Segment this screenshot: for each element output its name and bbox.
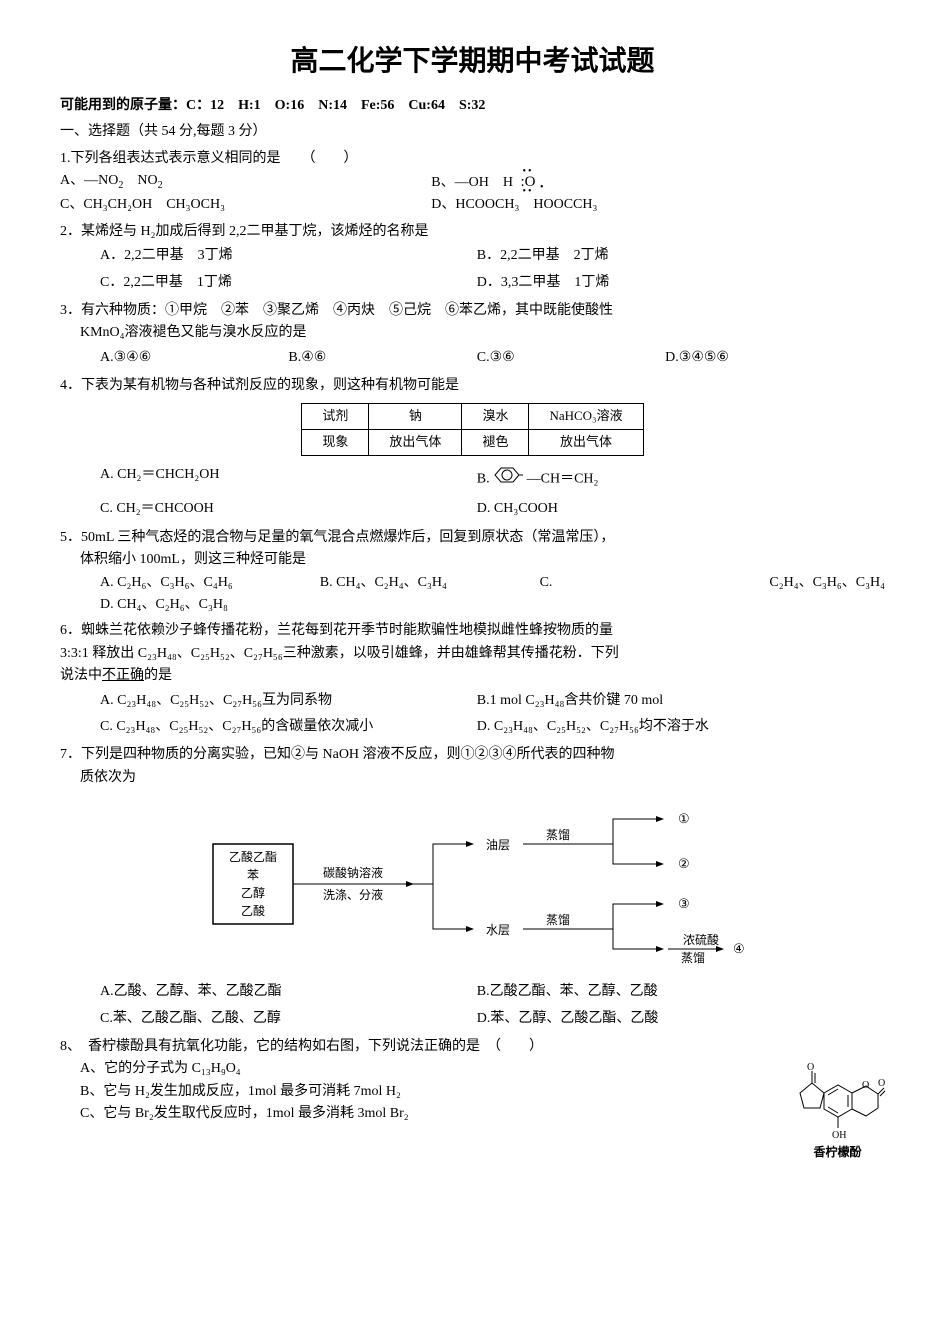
q3-opt-b: B.④⑥: [288, 347, 476, 369]
question-7: 7．下列是四种物质的分离实验，已知②与 NaOH 溶液不反应，则①②③④所代表的…: [60, 744, 885, 1032]
svg-text:O: O: [807, 1062, 814, 1073]
q4-table: 试剂 钠 溴水 NaHCO₃溶液 现象 放出气体 褪色 放出气体: [301, 403, 643, 456]
q8-opt-c: C、它与 Br₂发生取代反应时，1mol 最多消耗 3mol Br₂: [60, 1103, 885, 1125]
svg-text:洗涤、分液: 洗涤、分液: [322, 887, 382, 902]
q3-opt-a: A.③④⑥: [100, 347, 288, 369]
q6-stem3: 说法中不正确的是: [60, 665, 885, 687]
q1-opt-d: D、HCOOCH₃ HOOCCH₃: [431, 194, 597, 216]
svg-text:蒸馏: 蒸馏: [545, 913, 569, 927]
q7-opt-d: D.苯、乙醇、乙酸乙酯、乙酸: [477, 1008, 854, 1030]
svg-text:油层: 油层: [485, 838, 509, 852]
svg-text:乙酸乙酯: 乙酸乙酯: [228, 849, 276, 864]
svg-text:蒸馏: 蒸馏: [680, 951, 704, 965]
svg-text:O: O: [878, 1078, 885, 1089]
svg-text:蒸馏: 蒸馏: [545, 828, 569, 842]
q3-stem2: KMnO₄溶液褪色又能与溴水反应的是: [60, 322, 885, 344]
q5-opt-b: B. CH₄、C₂H₄、C₃H₄: [320, 572, 540, 594]
q1-opt-b: B、—OH H ••:O• ••: [431, 175, 539, 190]
question-1: 1.下列各组表达式表示意义相同的是 （ ） A、—NO2 NO2 B、—OH H…: [60, 148, 885, 217]
q2-opt-d: D．3,3二甲基 1丁烯: [477, 272, 854, 294]
q8-structure-label: 香柠檬酚: [790, 1143, 885, 1162]
q4-tr4: 放出气体: [529, 430, 643, 456]
q5-opt-a: A. C₂H₆、C₃H₆、C₄H₆: [100, 572, 320, 594]
q4-opt-b: B. —CH＝CH₂: [477, 464, 854, 494]
svg-text:④: ④: [733, 941, 745, 956]
q6-opt-b: B.1 mol C₂₃H₄₈含共价键 70 mol: [477, 690, 854, 712]
q2-stem: 2．某烯烃与 H₂加成后得到 2,2二甲基丁烷，该烯烃的名称是: [60, 221, 885, 243]
svg-text:乙醇: 乙醇: [240, 885, 264, 900]
svg-text:②: ②: [678, 856, 690, 871]
question-4: 4．下表为某有机物与各种试剂反应的现象，则这种有机物可能是 试剂 钠 溴水 Na…: [60, 375, 885, 523]
q7-opt-b: B.乙酸乙酯、苯、乙醇、乙酸: [477, 981, 854, 1003]
svg-text:浓硫酸: 浓硫酸: [683, 932, 719, 947]
q8-opt-b: B、它与 H₂发生加成反应，1mol 最多可消耗 7mol H₂: [60, 1081, 885, 1103]
q8-stem: 8、 香柠檬酚具有抗氧化功能，它的结构如右图，下列说法正确的是 （ ）: [60, 1036, 885, 1058]
q4-th3: 溴水: [462, 404, 529, 430]
q2-opt-c: C．2,2二甲基 1丁烯: [100, 272, 477, 294]
q7-opt-a: A.乙酸、乙醇、苯、乙酸乙酯: [100, 981, 477, 1003]
q1-opt-a: A、—NO2 NO2: [60, 173, 163, 188]
question-2: 2．某烯烃与 H₂加成后得到 2,2二甲基丁烷，该烯烃的名称是 A．2,2二甲基…: [60, 221, 885, 296]
q8-opt-a: A、它的分子式为 C₁₃H₉O₄: [60, 1058, 885, 1080]
atomic-weights: 可能用到的原子量：C：12 H:1 O:16 N:14 Fe:56 Cu:64 …: [60, 95, 885, 117]
q3-opt-c: C.③⑥: [477, 347, 665, 369]
q1-opt-c: C、CH₃CH₂OH CH₃OCH₃: [60, 194, 431, 216]
question-6: 6．蜘蛛兰花依赖沙子蜂传播花粉，兰花每到花开季节时能欺骗性地模拟雌性蜂按物质的量…: [60, 620, 885, 740]
svg-text:水层: 水层: [485, 923, 509, 937]
q8-structure: O O O OH 香柠檬酚: [790, 1058, 885, 1162]
section-heading: 一、选择题（共 54 分,每题 3 分）: [60, 121, 885, 143]
q7-opt-c: C.苯、乙酸乙酯、乙酸、乙醇: [100, 1008, 477, 1030]
q5-opt-c: C.: [540, 572, 603, 594]
q2-opt-b: B．2,2二甲基 2丁烯: [477, 245, 854, 267]
q7-stem1: 7．下列是四种物质的分离实验，已知②与 NaOH 溶液不反应，则①②③④所代表的…: [60, 744, 885, 766]
svg-text:O: O: [862, 1080, 869, 1091]
q4-th2: 钠: [369, 404, 462, 430]
question-5: 5．50mL 三种气态烃的混合物与足量的氧气混合点燃爆炸后，回复到原状态（常温常…: [60, 527, 885, 617]
q6-opt-a: A. C₂₃H₄₈、C₂₅H₅₂、C₂₇H₅₆互为同系物: [100, 690, 477, 712]
q4-th4: NaHCO₃溶液: [529, 404, 643, 430]
q4-tr2: 放出气体: [369, 430, 462, 456]
q5-stem1: 5．50mL 三种气态烃的混合物与足量的氧气混合点燃爆炸后，回复到原状态（常温常…: [60, 527, 885, 549]
q4-stem: 4．下表为某有机物与各种试剂反应的现象，则这种有机物可能是: [60, 375, 885, 397]
q4-opt-d: D. CH₃COOH: [477, 498, 854, 520]
svg-text:①: ①: [678, 811, 690, 826]
q6-opt-c: C. C₂₃H₄₈、C₂₅H₅₂、C₂₇H₅₆的含碳量依次减小: [100, 716, 477, 738]
q5-stem2: 体积缩小 100mL，则这三种烃可能是: [60, 549, 885, 571]
q5-opt-c-right: C₂H₄、C₃H₆、C₃H₄: [602, 572, 885, 594]
question-3: 3．有六种物质：①甲烷 ②苯 ③聚乙烯 ④丙炔 ⑤己烷 ⑥苯乙烯，其中既能使酸性…: [60, 300, 885, 371]
q4-tr1: 现象: [302, 430, 369, 456]
q1-stem: 1.下列各组表达式表示意义相同的是 （ ）: [60, 148, 885, 170]
q3-stem1: 3．有六种物质：①甲烷 ②苯 ③聚乙烯 ④丙炔 ⑤己烷 ⑥苯乙烯，其中既能使酸性: [60, 300, 885, 322]
q7-stem2: 质依次为: [60, 767, 885, 789]
svg-text:碳酸钠溶液: 碳酸钠溶液: [322, 865, 382, 880]
q7-flowchart: 乙酸乙酯 苯 乙醇 乙酸 碳酸钠溶液 洗涤、分液 油层 蒸馏 ① ② 水层 蒸馏: [60, 799, 885, 969]
q4-opt-c: C. CH₂＝CHCOOH: [100, 498, 477, 520]
q2-opt-a: A．2,2二甲基 3丁烯: [100, 245, 477, 267]
svg-text:乙酸: 乙酸: [240, 903, 264, 918]
svg-text:OH: OH: [832, 1130, 846, 1141]
q6-stem1: 6．蜘蛛兰花依赖沙子蜂传播花粉，兰花每到花开季节时能欺骗性地模拟雌性蜂按物质的量: [60, 620, 885, 642]
q4-tr3: 褪色: [462, 430, 529, 456]
page-title: 高二化学下学期期中考试试题: [60, 40, 885, 85]
q4-th1: 试剂: [302, 404, 369, 430]
svg-text:③: ③: [678, 896, 690, 911]
svg-text:苯: 苯: [246, 868, 258, 882]
q4-opt-a: A. CH₂＝CHCH₂OH: [100, 464, 477, 494]
q5-opt-d: D. CH₄、C₂H₆、C₃H₈: [60, 594, 885, 616]
q6-stem2: 3:3:1 释放出 C₂₃H₄₈、C₂₅H₅₂、C₂₇H₅₆三种激素，以吸引雄蜂…: [60, 643, 885, 665]
q6-opt-d: D. C₂₃H₄₈、C₂₅H₅₂、C₂₇H₅₆均不溶于水: [477, 716, 854, 738]
q3-opt-d: D.③④⑤⑥: [665, 347, 853, 369]
question-8: 8、 香柠檬酚具有抗氧化功能，它的结构如右图，下列说法正确的是 （ ） O O …: [60, 1036, 885, 1163]
